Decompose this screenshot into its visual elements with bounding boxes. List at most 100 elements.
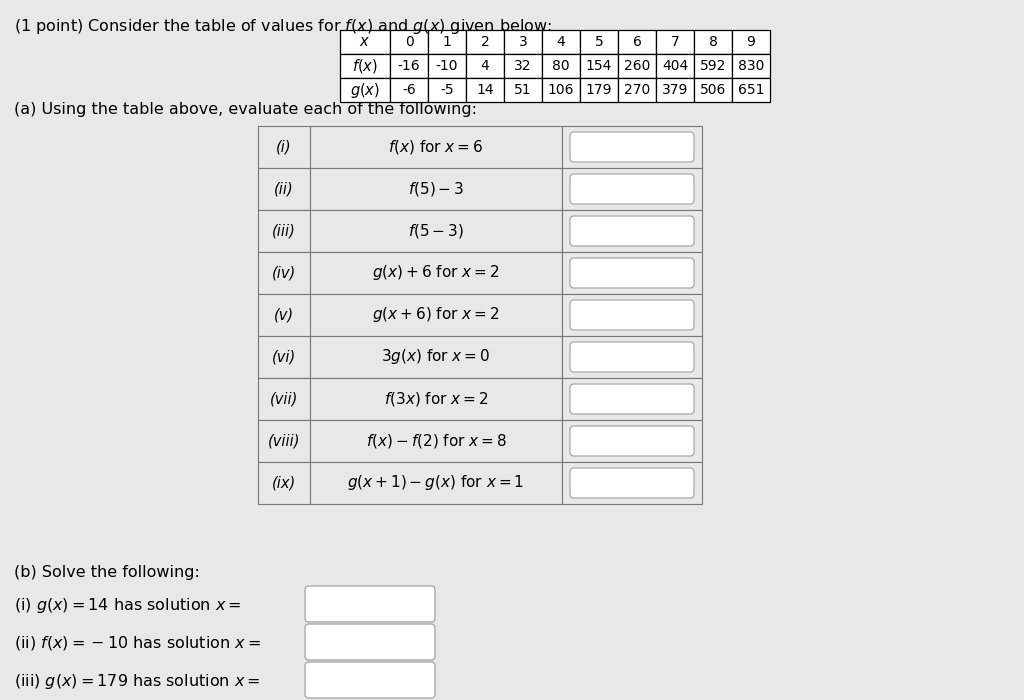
FancyBboxPatch shape [566,381,702,415]
FancyBboxPatch shape [566,465,702,499]
Bar [258,168,310,210]
Bar [310,210,562,252]
Bar [340,78,390,102]
FancyBboxPatch shape [566,423,702,457]
Text: 179: 179 [586,83,612,97]
Bar [562,252,702,294]
FancyBboxPatch shape [570,216,694,246]
FancyBboxPatch shape [566,255,702,289]
FancyBboxPatch shape [566,213,702,247]
Bar [580,54,618,78]
Bar [562,294,702,336]
Text: $f(5 - 3)$: $f(5 - 3)$ [408,222,464,240]
Text: (vi): (vi) [272,349,296,365]
Bar [258,252,310,294]
Bar [732,54,770,78]
Text: 6: 6 [633,35,641,49]
FancyBboxPatch shape [305,624,435,660]
Text: (ix): (ix) [272,475,296,491]
Text: (iii) $g(x) = 179$ has solution $x =$: (iii) $g(x) = 179$ has solution $x =$ [14,672,260,691]
Text: $g(x)$: $g(x)$ [350,80,380,99]
Bar [694,30,732,54]
Text: $f(5) - 3$: $f(5) - 3$ [408,180,464,198]
FancyBboxPatch shape [566,339,702,373]
FancyBboxPatch shape [570,342,694,372]
Bar [310,420,562,462]
Bar [732,78,770,102]
Text: 8: 8 [709,35,718,49]
Bar [694,54,732,78]
Text: 260: 260 [624,59,650,73]
Text: 651: 651 [737,83,764,97]
Text: (vii): (vii) [269,391,298,407]
Bar [258,210,310,252]
Text: 9: 9 [746,35,756,49]
Bar [562,126,702,168]
Bar [732,30,770,54]
Bar [656,78,694,102]
Bar [258,336,310,378]
Text: 5: 5 [595,35,603,49]
Text: (i) $g(x) = 14$ has solution $x =$: (i) $g(x) = 14$ has solution $x =$ [14,596,242,615]
Bar [562,378,702,420]
Text: 80: 80 [552,59,569,73]
Bar [562,168,702,210]
Text: 106: 106 [548,83,574,97]
FancyBboxPatch shape [570,132,694,162]
Text: (a) Using the table above, evaluate each of the following:: (a) Using the table above, evaluate each… [14,102,477,117]
Bar [542,78,580,102]
Bar [694,78,732,102]
FancyBboxPatch shape [566,171,702,205]
Bar [562,210,702,252]
Bar [428,30,466,54]
Text: (iv): (iv) [272,265,296,281]
Bar [618,54,656,78]
Bar [310,378,562,420]
Text: (viii): (viii) [267,433,300,449]
Bar [258,294,310,336]
Text: $g(x + 6)$ for $x = 2$: $g(x + 6)$ for $x = 2$ [372,305,500,325]
Bar [618,30,656,54]
Bar [310,294,562,336]
Text: 7: 7 [671,35,679,49]
Bar [542,30,580,54]
Text: 4: 4 [480,59,489,73]
Text: (v): (v) [274,307,294,323]
Bar [390,54,428,78]
Bar [258,462,310,504]
Text: $g(x + 1) - g(x)$ for $x = 1$: $g(x + 1) - g(x)$ for $x = 1$ [347,473,524,493]
FancyBboxPatch shape [566,297,702,331]
Bar [466,78,504,102]
Text: 2: 2 [480,35,489,49]
Bar [428,78,466,102]
Text: -6: -6 [402,83,416,97]
Bar [466,54,504,78]
Text: -5: -5 [440,83,454,97]
Bar [258,420,310,462]
Bar [428,54,466,78]
Bar [310,252,562,294]
Bar [542,54,580,78]
Text: (ii): (ii) [274,181,294,197]
Bar [504,78,542,102]
Bar [618,78,656,102]
Bar [466,30,504,54]
Bar [562,462,702,504]
Text: $3g(x)$ for $x = 0$: $3g(x)$ for $x = 0$ [381,347,490,367]
Bar [504,54,542,78]
FancyBboxPatch shape [305,586,435,622]
Text: $f(x)$ for $x = 6$: $f(x)$ for $x = 6$ [388,138,483,156]
Bar [580,30,618,54]
Bar [258,126,310,168]
Text: 14: 14 [476,83,494,97]
Text: -10: -10 [436,59,459,73]
Bar [580,78,618,102]
Text: 0: 0 [404,35,414,49]
Bar [310,168,562,210]
Text: $f(x) - f(2)$ for $x = 8$: $f(x) - f(2)$ for $x = 8$ [366,432,507,450]
Bar [310,462,562,504]
Text: 154: 154 [586,59,612,73]
Bar [390,78,428,102]
Text: $g(x) + 6$ for $x = 2$: $g(x) + 6$ for $x = 2$ [372,263,500,283]
Text: $x$: $x$ [359,34,371,50]
